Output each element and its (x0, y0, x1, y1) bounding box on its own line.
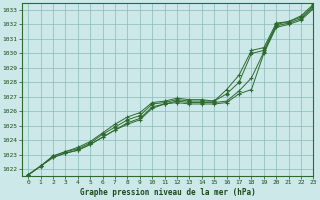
X-axis label: Graphe pression niveau de la mer (hPa): Graphe pression niveau de la mer (hPa) (80, 188, 256, 197)
